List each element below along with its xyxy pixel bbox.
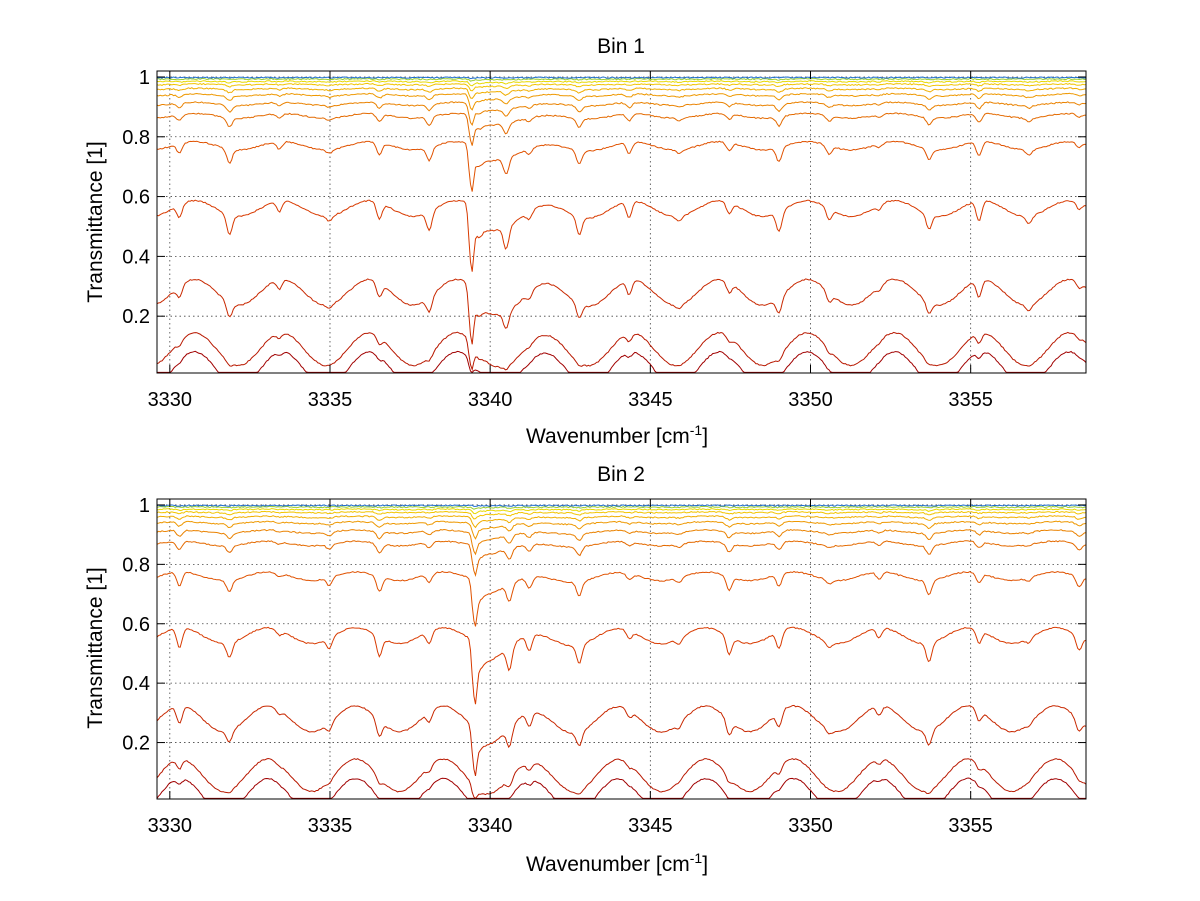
x-axis-label: Wavenumber [cm-1] bbox=[526, 850, 708, 876]
x-tick-label: 3340 bbox=[468, 389, 513, 411]
y-tick-label: 1 bbox=[139, 67, 150, 89]
series-line-level-13 bbox=[156, 76, 1087, 80]
x-axis-label: Wavenumber [cm-1] bbox=[526, 422, 708, 448]
y-axis-label: Transmittance [1] bbox=[84, 567, 107, 728]
x-tick-label: 3355 bbox=[948, 815, 993, 837]
series-line-level-3 bbox=[156, 704, 1087, 777]
series-line-level-6 bbox=[156, 540, 1087, 577]
y-tick-label: 0.4 bbox=[122, 246, 150, 268]
x-tick-label: 3345 bbox=[628, 389, 673, 411]
series-line-level-10 bbox=[156, 510, 1087, 520]
y-tick-label: 0.6 bbox=[122, 614, 150, 636]
x-axis-label-close: ] bbox=[702, 425, 708, 448]
series-line-level-9 bbox=[156, 87, 1087, 99]
series-line-level-12 bbox=[156, 505, 1087, 510]
plot-frame bbox=[156, 70, 1087, 374]
y-axis-ticks: 0.2 0.4 0.6 0.8 1 bbox=[122, 495, 1086, 755]
x-tick-label: 3350 bbox=[788, 815, 833, 837]
y-axis-ticks: 0.2 0.4 0.6 0.8 1 bbox=[122, 67, 1086, 328]
series-line-level-3 bbox=[156, 278, 1087, 345]
series-line-level-13 bbox=[156, 504, 1087, 507]
y-tick-label: 0.4 bbox=[122, 673, 150, 695]
y-tick-label: 1 bbox=[139, 495, 150, 517]
x-tick-label: 3350 bbox=[788, 389, 833, 411]
series-group bbox=[156, 504, 1087, 800]
x-axis-label-superscript: -1 bbox=[690, 422, 703, 438]
grid-lines bbox=[157, 71, 1086, 373]
chart-panel-bin-1: Bin 1 3330 3335 3340 3345 3350 3355 0.2 0.4 0.6… bbox=[84, 35, 1087, 448]
series-line-level-2 bbox=[156, 331, 1087, 372]
series-line-level-1 bbox=[157, 350, 1087, 374]
chart-title: Bin 1 bbox=[597, 35, 645, 58]
series-line-level-11 bbox=[156, 508, 1087, 515]
x-tick-label: 3335 bbox=[308, 389, 353, 411]
series-line-level-4 bbox=[156, 199, 1087, 272]
chart-panel-bin-2: Bin 2 3330 3335 3340 3345 3350 3355 0.2 0.4 0.6… bbox=[84, 463, 1087, 876]
x-tick-label: 3330 bbox=[148, 389, 193, 411]
y-tick-label: 0.8 bbox=[122, 554, 150, 576]
x-axis-label-close: ] bbox=[702, 853, 708, 876]
y-tick-label: 0.2 bbox=[122, 733, 150, 755]
chart-title: Bin 2 bbox=[597, 463, 645, 486]
series-line-level-1 bbox=[156, 777, 1086, 799]
y-tick-label: 0.6 bbox=[122, 187, 150, 209]
series-line-level-11 bbox=[156, 80, 1087, 87]
series-line-level-6 bbox=[156, 112, 1087, 146]
series-line-level-2 bbox=[156, 757, 1087, 800]
x-tick-label: 3340 bbox=[468, 815, 513, 837]
series-line-level-5 bbox=[157, 140, 1086, 192]
x-tick-label: 3345 bbox=[628, 815, 673, 837]
plot-frame bbox=[156, 498, 1087, 800]
series-line-level-10 bbox=[156, 82, 1087, 92]
series-line-level-12 bbox=[156, 77, 1087, 82]
series-group bbox=[156, 76, 1087, 374]
x-axis-label-superscript: -1 bbox=[690, 850, 703, 866]
y-tick-label: 0.8 bbox=[122, 127, 150, 149]
series-line-level-7 bbox=[156, 101, 1087, 126]
x-axis-label-text: Wavenumber [cm bbox=[526, 853, 690, 876]
series-line-level-8 bbox=[156, 92, 1087, 111]
x-tick-label: 3335 bbox=[308, 815, 353, 837]
series-line-level-8 bbox=[156, 520, 1087, 540]
x-axis-label-text: Wavenumber [cm bbox=[526, 425, 690, 448]
x-axis-ticks: 3330 3335 3340 3345 3350 3355 bbox=[148, 499, 993, 837]
series-line-level-4 bbox=[156, 626, 1087, 705]
x-tick-label: 3355 bbox=[948, 389, 993, 411]
series-line-level-5 bbox=[156, 570, 1087, 627]
plot-area bbox=[157, 71, 1086, 373]
y-tick-label: 0.2 bbox=[122, 306, 150, 328]
series-line-level-7 bbox=[156, 528, 1087, 556]
plot-area bbox=[157, 499, 1086, 799]
x-tick-label: 3330 bbox=[148, 815, 193, 837]
series-line-level-9 bbox=[156, 515, 1087, 529]
y-axis-label: Transmittance [1] bbox=[84, 141, 107, 302]
x-axis-ticks: 3330 3335 3340 3345 3350 3355 bbox=[148, 71, 993, 411]
